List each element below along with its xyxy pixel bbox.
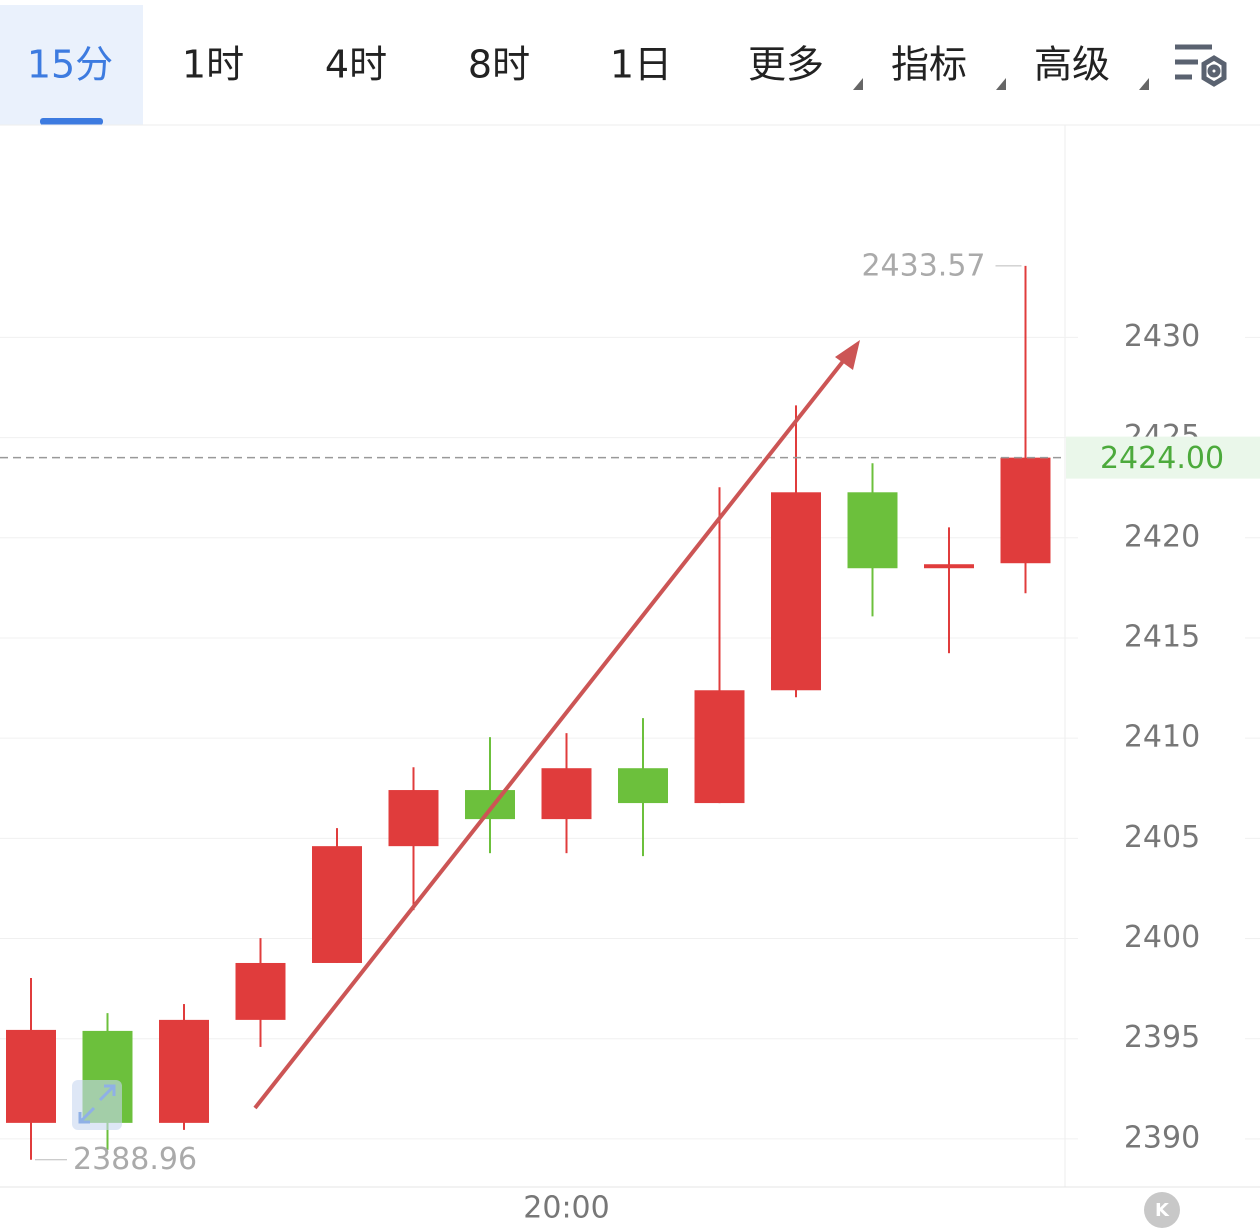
candle-body [1000,457,1051,564]
tab[interactable]: 15分 [27,43,113,87]
y-tick-label: 2400 [1124,920,1200,955]
candle-body [159,1019,209,1123]
y-tick-label: 2410 [1124,720,1200,755]
candle-body [465,790,515,820]
trend-arrowhead [835,340,860,370]
candle-body [312,846,362,963]
candle-body [924,564,974,569]
trend-arrow [253,353,850,1110]
y-tick-label: 2395 [1124,1020,1200,1055]
y-tick-label: 2430 [1124,319,1200,354]
tab[interactable]: 更多 [748,43,824,87]
candle-body [235,962,286,1020]
candle-body [847,492,898,569]
candle-body [6,1029,56,1123]
dropdown-marker [1139,78,1149,90]
candle-body [771,492,821,691]
expand-icon[interactable] [72,1080,122,1130]
last-price-box [1066,436,1260,479]
y-tick-label: 2405 [1124,820,1200,855]
settings-icon[interactable] [1175,44,1227,87]
scroll-button[interactable] [1144,1192,1180,1228]
scroll-icon: K [1155,1200,1170,1221]
dropdown-marker [853,78,863,90]
tab[interactable]: 1时 [182,43,244,87]
x-tick-label: 20:00 [523,1191,609,1226]
last-price-label: 2424.00 [1100,441,1224,476]
low-label: 2388.96 [73,1142,197,1177]
tab[interactable]: 高级 [1034,43,1110,87]
candle-body [388,790,439,847]
expand-icon-arrows [78,1084,116,1124]
tab[interactable]: 4时 [325,43,387,87]
candle-body [618,768,668,804]
tab[interactable]: 指标 [891,43,967,87]
tab[interactable]: 8时 [468,43,530,87]
y-tick-label: 2415 [1124,619,1200,654]
candle-body [694,690,745,804]
dropdown-marker [996,78,1006,90]
active-tab-indicator [40,118,103,125]
y-tick-label: 2420 [1124,519,1200,554]
high-label: 2433.57 [861,248,985,283]
candle-body [541,768,592,820]
y-tick-label: 2390 [1124,1120,1200,1155]
active-tab-bg [0,5,143,125]
tab[interactable]: 1日 [610,43,672,87]
